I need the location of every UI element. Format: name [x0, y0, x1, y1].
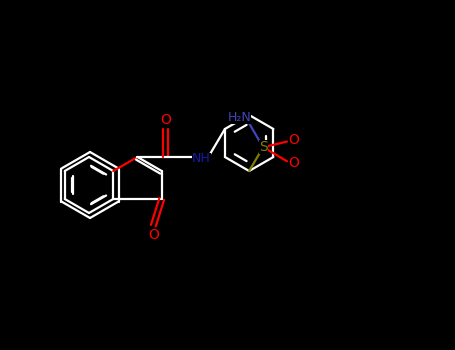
Text: H₂N: H₂N [227, 111, 251, 124]
Text: O: O [288, 156, 299, 170]
Text: O: O [148, 228, 159, 241]
Text: O: O [288, 133, 299, 147]
Text: S: S [259, 140, 268, 154]
Text: O: O [160, 113, 171, 127]
Text: NH: NH [192, 153, 211, 166]
